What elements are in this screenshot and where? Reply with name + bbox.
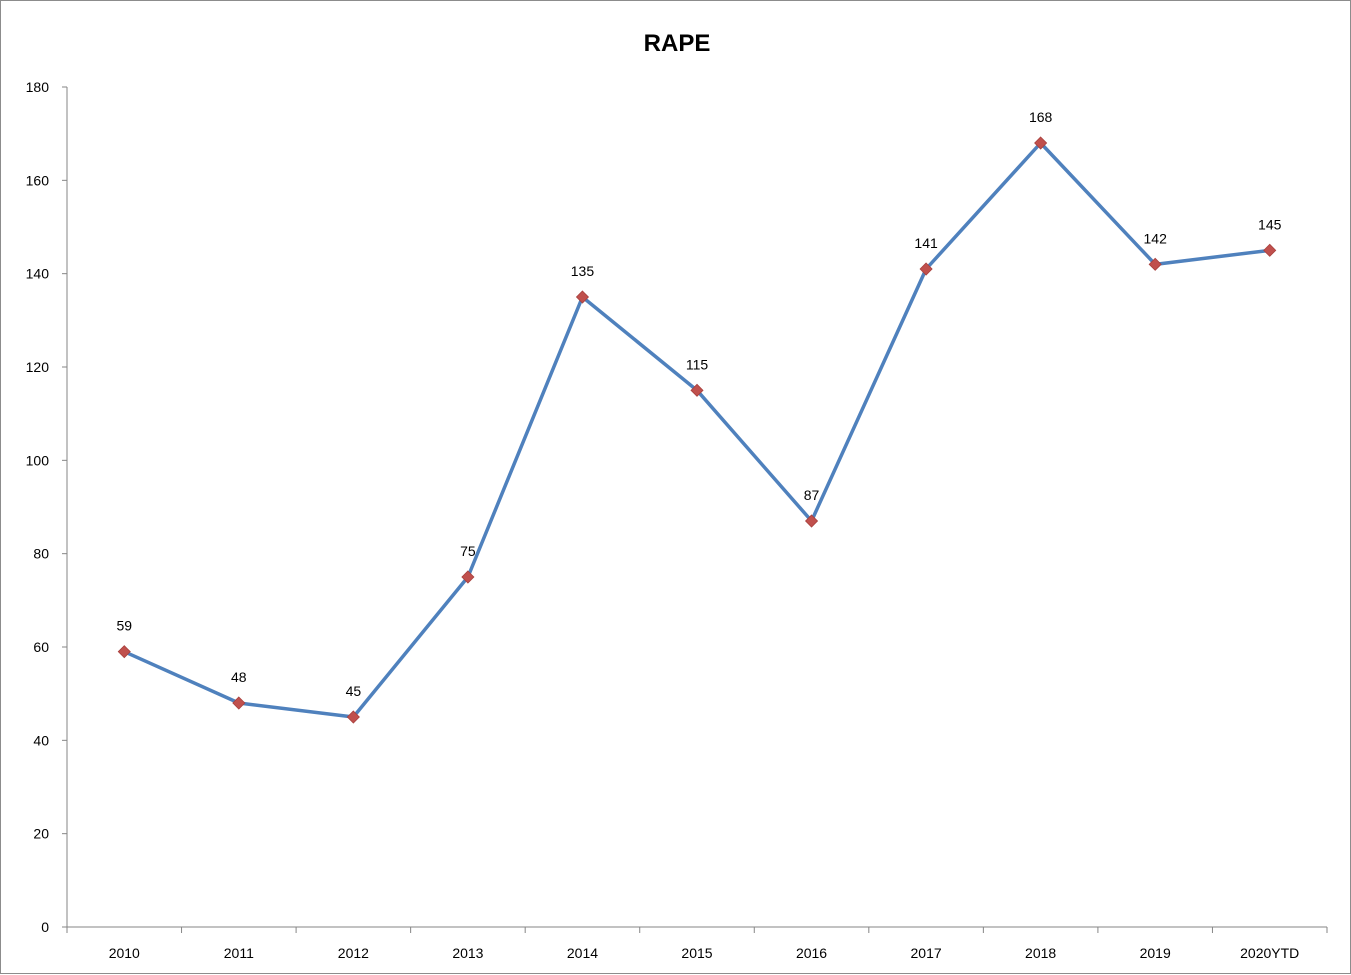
y-tick-label: 180: [26, 79, 50, 95]
x-tick-label: 2014: [567, 945, 598, 961]
x-axis-ticks: 2010 2011 2012 2013 2014 2015 2016 2017 2018 2019…: [66, 927, 1328, 961]
data-label: 141: [914, 235, 938, 251]
x-tick-label: 2017: [911, 945, 942, 961]
chart-title: RAPE: [644, 30, 711, 57]
y-tick-label: 40: [33, 732, 49, 748]
x-tick-label: 2011: [224, 945, 254, 961]
data-point-marker: [346, 710, 360, 724]
y-tick-label: 60: [33, 639, 49, 655]
y-tick-label: 80: [33, 546, 49, 562]
x-tick-label: 2016: [796, 945, 827, 961]
data-label: 59: [116, 618, 132, 634]
data-point-marker: [117, 645, 131, 659]
data-label: 142: [1144, 230, 1168, 246]
data-label: 45: [346, 683, 362, 699]
y-tick-label: 120: [26, 359, 50, 375]
data-point-marker: [804, 514, 819, 528]
x-tick-label: 2018: [1025, 945, 1056, 961]
series-markers: [117, 136, 1277, 724]
data-point-marker: [1148, 257, 1162, 271]
data-point-marker: [461, 570, 475, 584]
x-tick-label: 2010: [109, 945, 140, 961]
y-tick-label: 100: [26, 452, 50, 468]
data-label: 135: [571, 263, 595, 279]
data-labels: 59 48 45 75 135 115 87 141 168 142 145: [116, 109, 1281, 699]
data-point-marker: [919, 262, 933, 276]
data-label: 115: [686, 356, 709, 372]
data-point-marker: [1034, 136, 1048, 150]
data-point-marker: [690, 383, 704, 397]
data-point-marker: [232, 696, 246, 710]
y-tick-label: 0: [41, 919, 49, 935]
data-point-marker: [575, 290, 590, 304]
series-lines: [123, 141, 1270, 719]
x-tick-label: 2012: [338, 945, 369, 961]
data-label: 75: [460, 543, 476, 559]
y-tick-label: 20: [33, 826, 49, 842]
data-label: 87: [804, 487, 820, 503]
data-label: 48: [231, 669, 247, 685]
x-tick-label: 2015: [681, 945, 712, 961]
y-tick-label: 160: [26, 172, 50, 188]
x-tick-label: 2019: [1140, 945, 1171, 961]
y-tick-label: 140: [26, 266, 50, 282]
x-tick-label: 2013: [452, 945, 483, 961]
data-label: 145: [1258, 216, 1282, 232]
series-line: [123, 141, 1270, 719]
data-point-marker: [1263, 243, 1277, 257]
data-label: 168: [1029, 109, 1053, 125]
y-axis-ticks: 0 20 40 60 80 100 120 140 160 180: [26, 79, 67, 935]
x-tick-label: 2020YTD: [1240, 945, 1299, 961]
